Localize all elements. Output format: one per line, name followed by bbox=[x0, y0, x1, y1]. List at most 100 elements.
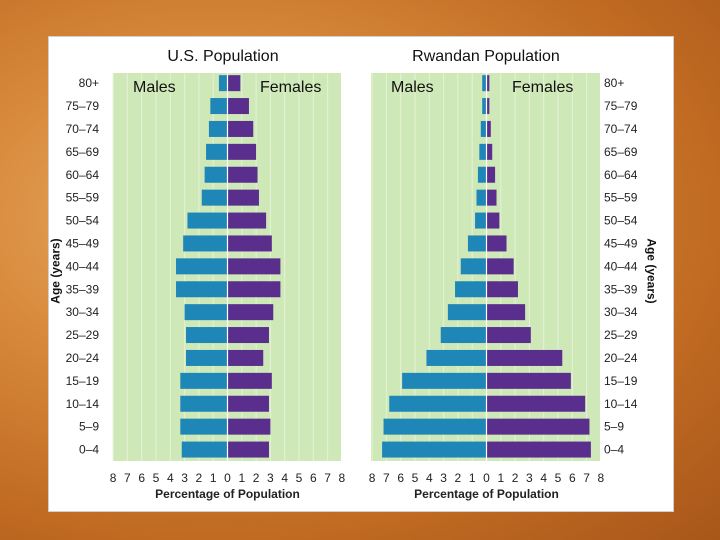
rwanda-male-bar bbox=[383, 418, 487, 435]
us-female-bar bbox=[227, 349, 264, 366]
us-x-tick-label: 2 bbox=[196, 471, 203, 485]
us-x-tick-label: 4 bbox=[167, 471, 174, 485]
rwanda-age-tick-label: 0–4 bbox=[604, 443, 624, 457]
us-female-bar bbox=[227, 304, 274, 321]
us-female-bar bbox=[227, 441, 269, 458]
rwanda-female-bar bbox=[486, 395, 586, 412]
us-x-tick-label: 8 bbox=[339, 471, 346, 485]
us-female-bar bbox=[227, 281, 281, 298]
rwanda-age-tick-label: 10–14 bbox=[604, 397, 638, 411]
rwanda-females-label: Females bbox=[512, 79, 574, 96]
rwanda-x-tick-label: 5 bbox=[555, 471, 562, 485]
us-age-tick-label: 75–79 bbox=[66, 99, 100, 113]
rwanda-male-bar bbox=[482, 98, 487, 115]
rwanda-male-bar bbox=[455, 281, 487, 298]
population-pyramids-figure: 0–4 5–9 10–14 15–19 20–24 25–29 30–34 35–39 40–4… bbox=[48, 36, 674, 512]
us-age-tick-label: 30–34 bbox=[66, 305, 100, 319]
us-x-tick-label: 6 bbox=[310, 471, 317, 485]
rwanda-female-bar bbox=[486, 372, 571, 389]
rwanda-age-tick-label: 30–34 bbox=[604, 305, 638, 319]
rwanda-female-bar bbox=[486, 189, 497, 206]
rwanda-female-bar bbox=[486, 98, 490, 115]
us-x-tick-label: 4 bbox=[281, 471, 288, 485]
rwanda-x-tick-label: 2 bbox=[512, 471, 519, 485]
rwanda-male-bar bbox=[480, 120, 487, 137]
us-female-bar bbox=[227, 75, 241, 92]
us-male-bar bbox=[208, 120, 228, 137]
us-x-tick-label: 3 bbox=[267, 471, 274, 485]
rwanda-x-tick-label: 4 bbox=[540, 471, 547, 485]
rwanda-age-tick-label: 80+ bbox=[604, 76, 624, 90]
us-female-bar bbox=[227, 143, 257, 160]
us-age-tick-label: 60–64 bbox=[66, 168, 100, 182]
us-x-tick-label: 8 bbox=[110, 471, 117, 485]
rwanda-age-tick-label: 50–54 bbox=[604, 214, 638, 228]
us-age-tick-label: 40–44 bbox=[66, 259, 100, 273]
rwanda-male-bar bbox=[475, 212, 487, 229]
rwanda-age-tick-label: 65–69 bbox=[604, 145, 638, 159]
us-age-tick-label: 45–49 bbox=[66, 236, 100, 250]
rwanda-age-tick-label: 55–59 bbox=[604, 191, 638, 205]
us-male-bar bbox=[206, 143, 228, 160]
rwanda-x-tick-label: 4 bbox=[426, 471, 433, 485]
rwanda-age-tick-label: 45–49 bbox=[604, 236, 638, 250]
rwanda-female-bar bbox=[486, 166, 496, 183]
rwanda-male-bar bbox=[440, 327, 487, 344]
us-x-tick-label: 6 bbox=[138, 471, 145, 485]
rwanda-female-bar bbox=[486, 327, 531, 344]
rwanda-x-tick-label: 1 bbox=[497, 471, 504, 485]
rwanda-x-tick-label: 7 bbox=[583, 471, 590, 485]
rwanda-female-bar bbox=[486, 281, 518, 298]
us-age-tick-label: 55–59 bbox=[66, 191, 100, 205]
rwanda-age-tick-label: 35–39 bbox=[604, 282, 638, 296]
rwanda-male-bar bbox=[460, 258, 487, 275]
rwanda-age-tick-label: 20–24 bbox=[604, 351, 638, 365]
rwanda-female-bar bbox=[486, 304, 526, 321]
us-males-label: Males bbox=[133, 79, 176, 96]
us-male-bar bbox=[180, 418, 228, 435]
rwanda-chart-title: Rwandan Population bbox=[412, 48, 560, 65]
rwanda-female-bar bbox=[486, 258, 514, 275]
us-x-tick-label: 5 bbox=[153, 471, 160, 485]
us-male-bar bbox=[180, 372, 228, 389]
rwanda-male-bar bbox=[426, 349, 487, 366]
us-male-bar bbox=[181, 441, 228, 458]
us-female-bar bbox=[227, 120, 254, 137]
us-female-bar bbox=[227, 418, 271, 435]
us-female-bar bbox=[227, 395, 269, 412]
us-age-tick-label: 20–24 bbox=[66, 351, 100, 365]
us-age-tick-label: 50–54 bbox=[66, 214, 100, 228]
us-male-bar bbox=[176, 258, 228, 275]
rwanda-male-bar bbox=[482, 75, 487, 92]
rwanda-female-bar bbox=[486, 120, 491, 137]
us-age-tick-label: 65–69 bbox=[66, 145, 100, 159]
rwanda-female-bar bbox=[486, 349, 563, 366]
rwanda-x-tick-label: 2 bbox=[455, 471, 462, 485]
rwanda-age-tick-label: 25–29 bbox=[604, 328, 638, 342]
us-x-tick-label: 7 bbox=[124, 471, 131, 485]
rwanda-male-bar bbox=[402, 372, 487, 389]
us-females-label: Females bbox=[260, 79, 322, 96]
us-male-bar bbox=[176, 281, 228, 298]
us-x-tick-label: 2 bbox=[253, 471, 260, 485]
rwanda-x-tick-label: 0 bbox=[483, 471, 490, 485]
us-male-bar bbox=[184, 304, 228, 321]
rwanda-x-tick-label: 6 bbox=[397, 471, 404, 485]
rwanda-x-tick-label: 6 bbox=[569, 471, 576, 485]
rwanda-female-bar bbox=[486, 143, 493, 160]
rwanda-age-tick-label: 5–9 bbox=[604, 420, 624, 434]
rwanda-y-axis-label: Age (years) bbox=[644, 238, 659, 304]
rwanda-female-bar bbox=[486, 75, 490, 92]
rwanda-age-tick-label: 70–74 bbox=[604, 122, 638, 136]
rwanda-males-label: Males bbox=[391, 79, 434, 96]
us-age-tick-label: 0–4 bbox=[79, 443, 99, 457]
us-x-tick-label: 7 bbox=[324, 471, 331, 485]
us-male-bar bbox=[186, 349, 228, 366]
us-x-tick-label: 0 bbox=[224, 471, 231, 485]
rwanda-age-tick-label: 75–79 bbox=[604, 99, 638, 113]
us-age-tick-label: 15–19 bbox=[66, 374, 100, 388]
us-female-bar bbox=[227, 235, 272, 252]
rwanda-x-axis-label: Percentage of Population bbox=[414, 487, 559, 501]
us-y-axis-label: Age (years) bbox=[48, 238, 63, 304]
rwanda-male-bar bbox=[476, 189, 487, 206]
